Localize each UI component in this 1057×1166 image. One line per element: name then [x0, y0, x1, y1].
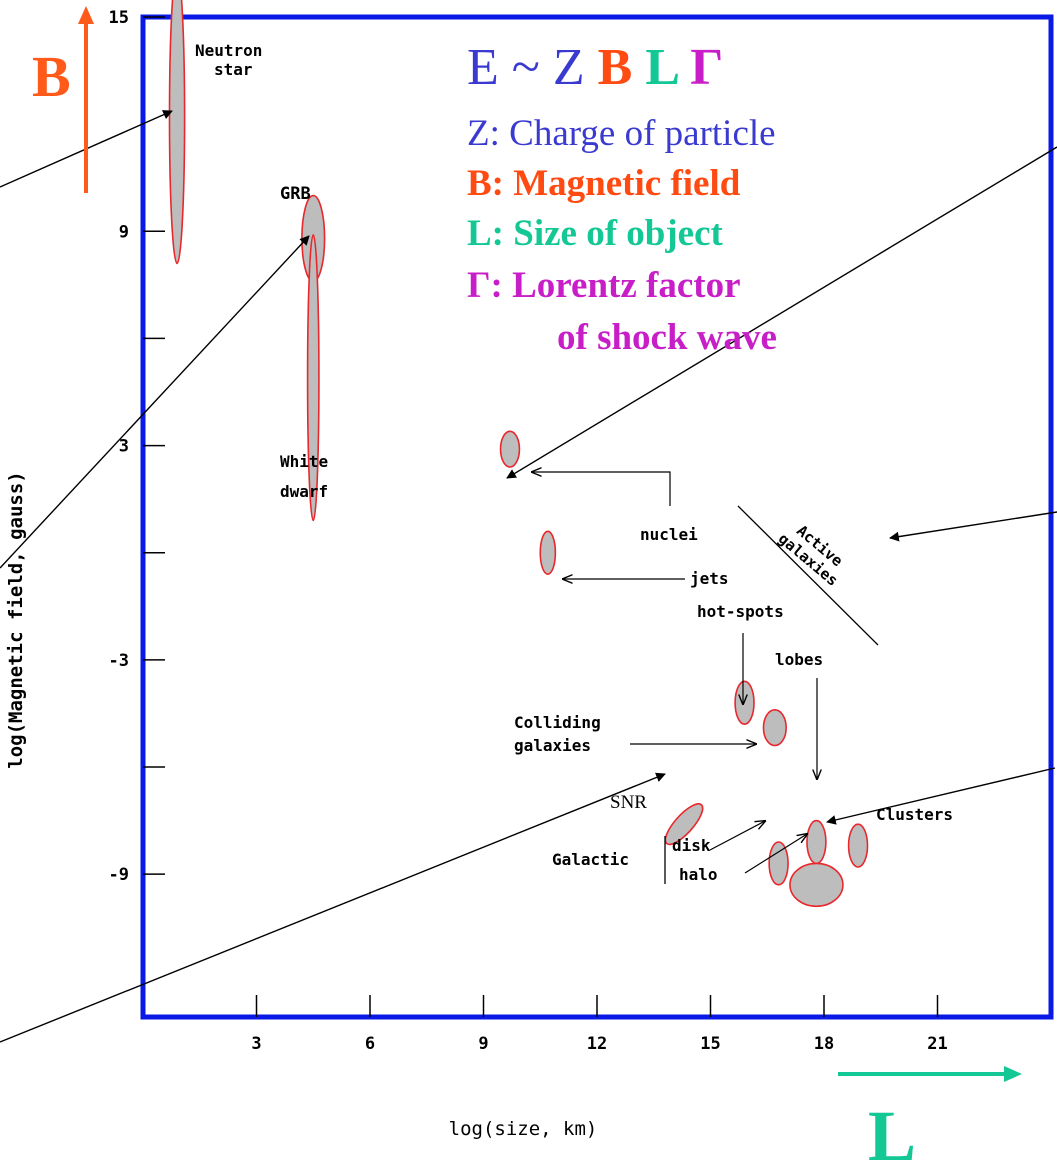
label-neutron-star-2: star [214, 60, 253, 79]
label-hot-spots: hot-spots [697, 602, 784, 621]
data-point-active-galaxy-nuclei [499, 430, 521, 468]
x-axis-label: log(size, km) [449, 1118, 598, 1140]
data-point-neutron-star [168, 0, 186, 265]
label-halo: halo [679, 865, 718, 884]
y-tick-label: -9 [109, 865, 129, 885]
legend-line-5: of shock wave [557, 317, 777, 358]
label-white-dwarf-2: dwarf [280, 482, 328, 501]
label-snr: SNR [610, 792, 647, 813]
label-colliding-1: Colliding [514, 713, 601, 732]
y-axis-label: log(Magnetic field, gauss) [5, 471, 27, 768]
data-point-white-dwarf [306, 234, 320, 522]
legend-line-part: : Charge of particle [490, 113, 776, 154]
x-tick-label: 6 [365, 1034, 375, 1054]
leader-grb [0, 235, 310, 569]
x-tick-label: 12 [587, 1034, 607, 1054]
label-colliding-2: galaxies [514, 736, 591, 755]
data-point-colliding-galaxies [762, 709, 787, 747]
data-point-clusters [847, 823, 869, 868]
b-axis-label: B [32, 44, 71, 109]
leader-snr [0, 772, 666, 1043]
legend-line-4: Γ: Lorentz factor [467, 265, 741, 306]
y-tick-label: 15 [109, 8, 129, 28]
arrow-disk [709, 821, 765, 851]
x-tick-label: 9 [478, 1034, 488, 1054]
active-galaxies-line [737, 505, 879, 646]
leader-lobes [826, 767, 1056, 825]
label-white-dwarf-1: White [280, 452, 328, 471]
y-tick-label: -3 [109, 651, 129, 671]
l-axis-label: L [868, 1096, 916, 1166]
x-tick-label: 18 [814, 1034, 834, 1054]
data-point-hot-spots [734, 680, 755, 725]
label-galactic: Galactic [552, 850, 629, 869]
l-axis-arrow-head [1004, 1066, 1022, 1082]
x-tick-label: 3 [251, 1034, 261, 1054]
label-lobes: lobes [775, 650, 823, 669]
label-nuclei: nuclei [640, 525, 698, 544]
data-point-snr [664, 803, 704, 846]
label-clusters: Clusters [876, 805, 953, 824]
b-axis-arrow-head [78, 6, 94, 24]
legend-line-part: Z [467, 113, 490, 154]
legend-line-1: Z: Charge of particle [467, 113, 776, 154]
legend-line-part: L: Size of object [467, 213, 724, 254]
arrow-halo [744, 834, 807, 874]
data-point-galactic-disk [768, 841, 789, 886]
legend-formula-part: L [645, 39, 690, 96]
label-jets: jets [690, 569, 729, 588]
label-disk: disk [672, 836, 711, 855]
leader-nuclei [506, 146, 1057, 479]
legend-line-part: of shock wave [557, 317, 777, 358]
leader-active-galaxies [889, 511, 1057, 542]
legend-formula-part: B [598, 39, 646, 96]
legend-line-2: B: Magnetic field [467, 163, 741, 204]
data-point-jets [539, 530, 557, 575]
y-tick-label: 9 [119, 222, 129, 242]
label-grb: GRB [280, 184, 311, 204]
legend-line-part: B: Magnetic field [467, 163, 741, 204]
legend-line-part: Γ: Lorentz factor [467, 265, 741, 306]
y-tick-label: 3 [119, 437, 129, 457]
label-neutron-star-1: Neutron [195, 41, 262, 60]
arrow-nuclei [532, 472, 671, 506]
x-tick-label: 21 [927, 1034, 947, 1054]
data-point-lobes [806, 819, 827, 865]
legend-line-3: L: Size of object [467, 213, 724, 254]
data-point-galactic-halo [789, 862, 844, 908]
legend-formula-part: E ~ Z [467, 39, 598, 96]
legend-formula-part: Γ [690, 39, 723, 96]
x-tick-label: 15 [700, 1034, 720, 1054]
legend-formula: E ~ Z B L Γ [467, 39, 723, 96]
